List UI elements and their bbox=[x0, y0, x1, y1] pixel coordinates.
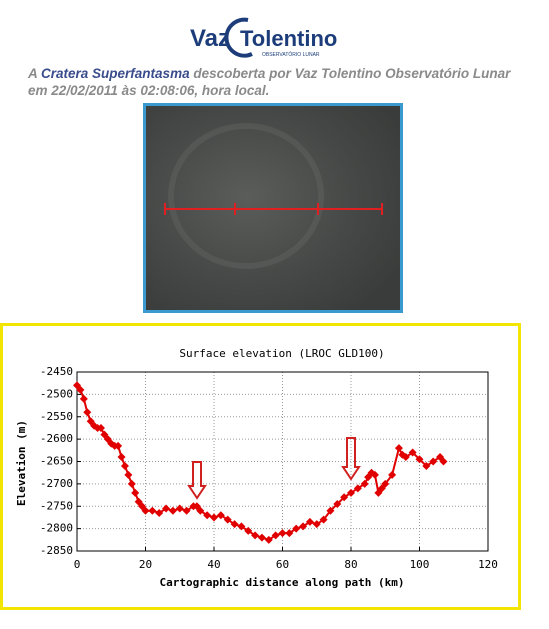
y-axis-label: Elevation (m) bbox=[15, 420, 28, 506]
point bbox=[285, 529, 294, 538]
point bbox=[162, 504, 171, 513]
point bbox=[429, 457, 438, 466]
point bbox=[415, 455, 424, 464]
x-tick-label: 20 bbox=[139, 558, 152, 571]
chart-title: Surface elevation (LROC GLD100) bbox=[179, 347, 384, 360]
y-tick-label: -2850 bbox=[40, 544, 73, 557]
point bbox=[244, 526, 253, 535]
logo-arc bbox=[224, 17, 253, 58]
point bbox=[120, 461, 129, 470]
x-tick-label: 60 bbox=[276, 558, 289, 571]
point bbox=[333, 500, 342, 509]
point bbox=[381, 479, 390, 488]
point bbox=[271, 531, 280, 540]
point bbox=[210, 513, 218, 522]
lunar-image bbox=[143, 103, 403, 313]
caption-text: descoberta por Vaz Tolentino Observatóri… bbox=[28, 66, 511, 98]
caption: A Cratera Superfantasma descoberta por V… bbox=[28, 65, 528, 99]
point bbox=[312, 520, 321, 529]
point bbox=[175, 504, 184, 513]
caption-text: A bbox=[28, 66, 38, 81]
point bbox=[107, 439, 116, 448]
point bbox=[76, 385, 85, 394]
point bbox=[319, 515, 328, 524]
point bbox=[394, 444, 403, 453]
point bbox=[340, 493, 349, 502]
point bbox=[360, 479, 369, 488]
x-tick-label: 100 bbox=[410, 558, 430, 571]
arrow bbox=[341, 437, 361, 481]
point bbox=[299, 522, 308, 531]
point bbox=[141, 506, 150, 515]
point bbox=[230, 520, 239, 529]
point bbox=[347, 488, 355, 497]
chart: Surface elevation (LROC GLD100) Cartogra… bbox=[0, 323, 521, 610]
y-tick-label: -2650 bbox=[40, 455, 73, 468]
logo-subtitle: OBSERVATÓRIO LUNAR bbox=[262, 51, 320, 58]
point bbox=[388, 470, 397, 479]
point bbox=[292, 524, 301, 533]
x-tick-label: 120 bbox=[478, 558, 498, 571]
point bbox=[182, 506, 191, 515]
y-tick-label: -2500 bbox=[40, 387, 73, 400]
logo: Vaz Tolentino OBSERVATÓRIO LUNAR bbox=[190, 17, 337, 58]
y-tick-label: -2550 bbox=[40, 410, 73, 423]
point bbox=[124, 470, 133, 479]
point bbox=[251, 531, 260, 540]
y-tick-label: -2700 bbox=[40, 477, 73, 490]
plot-frame bbox=[76, 371, 489, 552]
point bbox=[96, 423, 105, 432]
point bbox=[114, 441, 123, 450]
point bbox=[439, 457, 448, 466]
y-tick-label: -2450 bbox=[40, 365, 73, 378]
logo-text: Vaz bbox=[190, 25, 230, 52]
x-tick-label: 80 bbox=[344, 558, 357, 571]
point bbox=[326, 506, 335, 515]
x-tick-label: 40 bbox=[207, 558, 220, 571]
point bbox=[264, 535, 273, 544]
point bbox=[86, 417, 95, 426]
point bbox=[168, 506, 177, 515]
crater-name: Cratera Superfantasma bbox=[41, 66, 190, 81]
point bbox=[203, 511, 212, 520]
point bbox=[422, 461, 431, 470]
point bbox=[278, 529, 287, 538]
point bbox=[305, 517, 314, 526]
point bbox=[216, 511, 225, 520]
y-tick-label: -2800 bbox=[40, 522, 73, 535]
point bbox=[79, 394, 88, 403]
point bbox=[223, 515, 232, 524]
arrow bbox=[187, 461, 207, 500]
point bbox=[155, 508, 164, 517]
point bbox=[90, 421, 99, 430]
y-tick-label: -2600 bbox=[40, 432, 73, 445]
point bbox=[127, 479, 136, 488]
y-tick-label: -2750 bbox=[40, 499, 73, 512]
x-axis-label: Cartographic distance along path (km) bbox=[159, 576, 404, 589]
point bbox=[353, 484, 362, 493]
point bbox=[148, 506, 157, 515]
point bbox=[196, 506, 205, 515]
point bbox=[131, 488, 140, 497]
point bbox=[117, 453, 126, 462]
point bbox=[408, 448, 417, 457]
point bbox=[237, 522, 246, 531]
x-tick-label: 0 bbox=[74, 558, 81, 571]
point bbox=[83, 408, 92, 417]
point bbox=[257, 533, 266, 542]
point bbox=[370, 470, 379, 479]
logo-text: Tolentino bbox=[240, 26, 337, 51]
point bbox=[401, 453, 410, 462]
